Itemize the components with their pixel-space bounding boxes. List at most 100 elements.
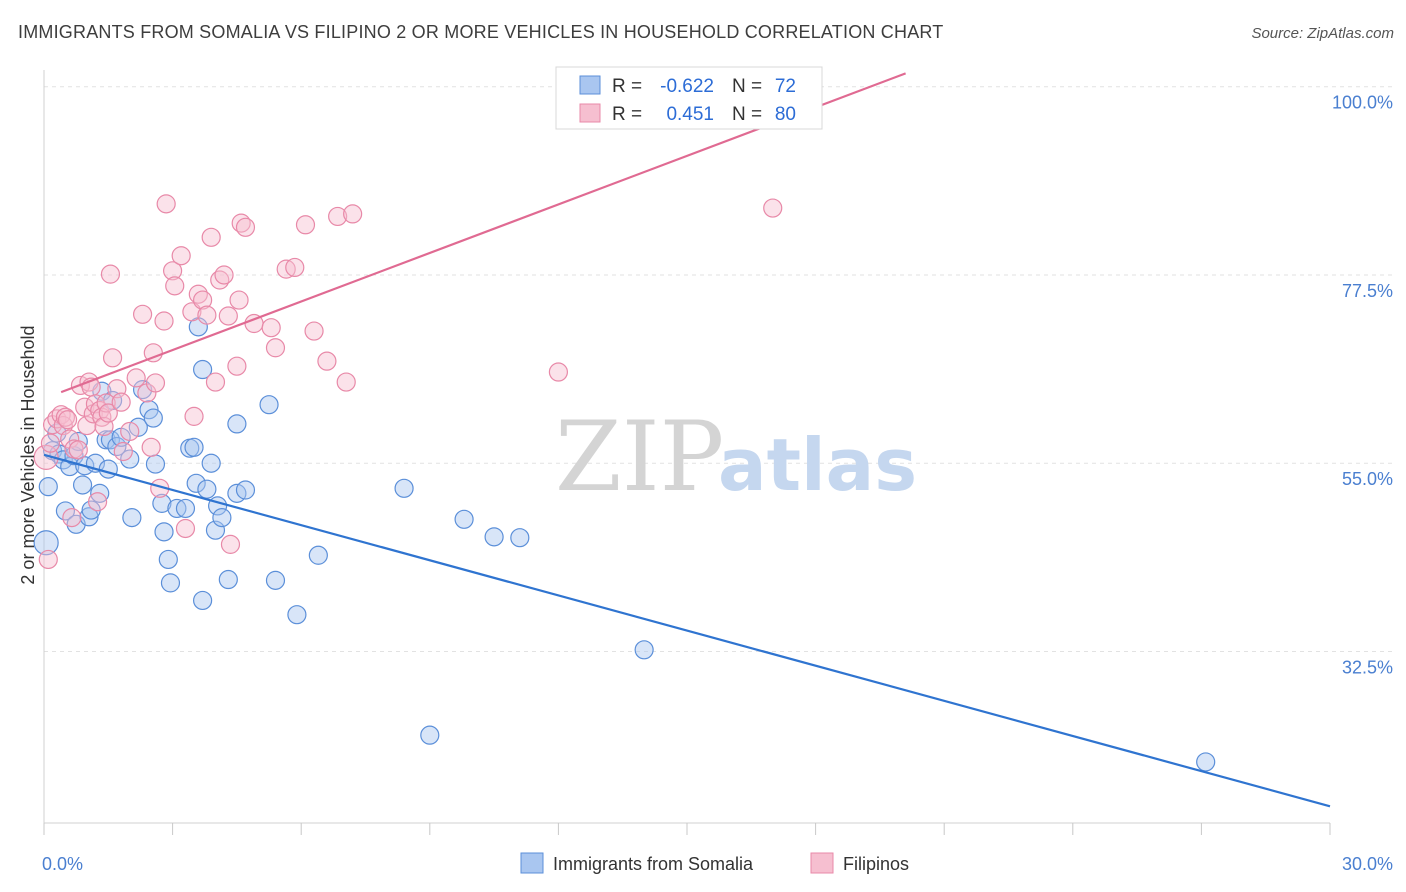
bottom-legend-swatch-somalia (520, 852, 544, 874)
legend-r-label-somalia: R = (612, 76, 642, 97)
somalia-point-51 (235, 480, 256, 500)
y-tick-labels: 100.0% 77.5% 55.0% 32.5% (1332, 93, 1393, 678)
somalia-point-48 (218, 569, 238, 590)
y-axis-label: 2 or more Vehicles in Household (18, 325, 38, 584)
somalia-point-0 (33, 530, 59, 556)
filipino-point-8 (57, 410, 78, 430)
filipino-point-69 (336, 372, 356, 392)
somalia-point-31 (152, 493, 172, 513)
filipino-point-27 (102, 348, 123, 368)
filipino-point-2 (40, 433, 61, 453)
series-filipino-points (33, 194, 783, 570)
x-tick-labels: 0.0% 30.0% (42, 854, 1393, 874)
filipino-point-0 (33, 444, 59, 470)
filipino-point-53 (214, 265, 234, 285)
filipino-point-62 (265, 338, 286, 358)
legend-n-label-somalia: N = (732, 76, 762, 97)
filipino-point-50 (201, 227, 221, 247)
filipino-point-71 (548, 362, 569, 382)
somalia-point-55 (308, 545, 328, 565)
filipino-point-32 (126, 368, 146, 388)
filipino-point-31 (120, 421, 140, 442)
somalia-point-57 (420, 725, 440, 745)
somalia-point-39 (186, 473, 206, 493)
legend-n-value-somalia: 72 (775, 76, 796, 97)
somalia-point-41 (193, 359, 213, 380)
bottom-legend-label-somalia: Immigrants from Somalia (553, 854, 754, 874)
filipino-point-61 (261, 318, 281, 338)
somalia-point-58 (454, 509, 474, 529)
filipino-point-56 (227, 356, 247, 376)
filipino-point-26 (100, 264, 121, 284)
chart-title: IMMIGRANTS FROM SOMALIA VS FILIPINO 2 OR… (18, 22, 943, 42)
filipino-point-40 (156, 194, 176, 214)
somalia-point-49 (227, 414, 247, 434)
filipino-point-12 (68, 440, 88, 460)
correlation-legend: R = -0.622 N = 72 R = 0.451 N = 80 (555, 66, 823, 130)
filipino-point-33 (132, 304, 153, 324)
filipino-point-37 (145, 373, 166, 393)
somalia-point-34 (160, 573, 181, 593)
filipino-point-41 (163, 261, 183, 281)
somalia-point-54 (287, 605, 307, 625)
somalia-point-29 (143, 408, 163, 428)
somalia-point-19 (98, 459, 118, 479)
somalia-point-60 (510, 528, 530, 548)
bottom-legend-swatch-filipino (810, 852, 834, 874)
legend-swatch-filipino (579, 103, 601, 123)
filipino-point-15 (77, 415, 97, 436)
filipino-point-35 (141, 437, 161, 457)
filipino-point-43 (171, 246, 191, 266)
filipino-point-30 (113, 441, 133, 462)
somalia-point-32 (154, 522, 174, 542)
somalia-point-42 (193, 590, 213, 611)
somalia-point-43 (197, 479, 217, 499)
legend-swatch-somalia (579, 75, 601, 95)
bottom-legend-label-filipino: Filipinos (843, 854, 909, 874)
filipino-point-20 (87, 492, 108, 512)
legend-r-value-filipino: 0.451 (666, 104, 714, 125)
filipino-point-7 (55, 407, 76, 427)
filipino-point-51 (205, 372, 226, 392)
filipino-point-59 (235, 217, 256, 237)
filipino-point-48 (193, 290, 213, 310)
filipino-point-1 (38, 549, 58, 570)
series-legend: Immigrants from Somalia Filipinos (520, 852, 909, 874)
filipino-point-57 (229, 290, 249, 310)
legend-n-value-filipino: 80 (775, 104, 796, 125)
filipino-point-49 (197, 305, 217, 325)
filipino-point-72 (763, 198, 783, 218)
legend-n-label-filipino: N = (732, 104, 762, 125)
filipino-point-66 (304, 321, 324, 341)
filipino-point-55 (220, 534, 241, 554)
y-tick-label-2: 55.0% (1342, 469, 1393, 489)
somalia-point-61 (634, 640, 654, 660)
somalia-point-38 (184, 437, 204, 457)
gridlines (44, 86, 1392, 652)
filipino-point-46 (184, 406, 204, 426)
y-tick-label-3: 32.5% (1342, 657, 1393, 677)
somalia-point-22 (107, 436, 127, 457)
trend-line-somalia (43, 453, 1331, 808)
somalia-point-1 (38, 477, 58, 497)
legend-r-label-filipino: R = (612, 104, 642, 125)
somalia-point-11 (72, 475, 93, 495)
somalia-point-56 (394, 478, 414, 498)
somalia-point-44 (201, 453, 221, 473)
series-somalia-points (33, 317, 1216, 772)
watermark-zip: ZIP (555, 401, 724, 513)
somalia-point-62 (1196, 752, 1216, 772)
somalia-point-24 (120, 449, 140, 469)
legend-r-value-somalia: -0.622 (660, 76, 714, 97)
filipino-point-39 (154, 311, 174, 331)
filipino-point-44 (175, 518, 196, 539)
x-tick-label-0: 0.0% (42, 854, 83, 874)
somalia-point-52 (259, 395, 279, 415)
somalia-point-33 (158, 549, 178, 570)
filipino-point-67 (317, 351, 337, 371)
somalia-point-36 (175, 498, 196, 519)
somalia-point-47 (212, 508, 232, 528)
filipino-point-68 (328, 206, 348, 227)
y-tick-label-1: 77.5% (1342, 281, 1393, 301)
y-tick-label-0: 100.0% (1332, 93, 1393, 113)
